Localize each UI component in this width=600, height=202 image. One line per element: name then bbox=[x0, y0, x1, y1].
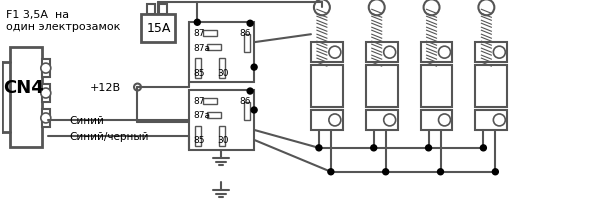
Bar bbox=[207, 45, 221, 51]
Bar bbox=[421, 66, 452, 107]
Circle shape bbox=[329, 47, 341, 59]
Text: 86: 86 bbox=[239, 96, 251, 105]
Bar bbox=[475, 43, 507, 63]
Circle shape bbox=[425, 145, 431, 151]
Circle shape bbox=[251, 65, 257, 71]
Circle shape bbox=[383, 114, 395, 126]
Circle shape bbox=[437, 169, 443, 175]
Bar bbox=[196, 126, 201, 146]
Bar bbox=[475, 110, 507, 130]
Bar bbox=[196, 59, 201, 79]
Text: CN4: CN4 bbox=[4, 79, 44, 97]
Bar bbox=[190, 23, 254, 83]
Bar bbox=[190, 90, 254, 150]
Bar bbox=[42, 60, 50, 78]
Circle shape bbox=[439, 114, 451, 126]
Circle shape bbox=[493, 114, 505, 126]
Bar bbox=[219, 126, 225, 146]
Bar bbox=[142, 15, 175, 43]
Text: 87a: 87a bbox=[193, 111, 211, 120]
Circle shape bbox=[493, 47, 505, 59]
Bar bbox=[311, 66, 343, 107]
Text: +12В: +12В bbox=[89, 83, 121, 93]
Bar bbox=[311, 43, 343, 63]
Circle shape bbox=[134, 84, 141, 91]
Circle shape bbox=[194, 20, 200, 26]
Text: 85: 85 bbox=[193, 136, 205, 145]
Circle shape bbox=[493, 169, 499, 175]
Bar bbox=[42, 85, 50, 102]
Text: 87: 87 bbox=[193, 28, 205, 38]
Bar bbox=[366, 110, 398, 130]
Circle shape bbox=[329, 114, 341, 126]
Circle shape bbox=[314, 0, 330, 16]
Text: F1 3,5A  на
один электрозамок: F1 3,5A на один электрозамок bbox=[6, 10, 120, 32]
Text: 85: 85 bbox=[193, 68, 205, 77]
Circle shape bbox=[251, 107, 257, 113]
Circle shape bbox=[41, 113, 51, 123]
Text: Синий: Синий bbox=[70, 115, 104, 125]
Circle shape bbox=[478, 0, 494, 16]
Text: 30: 30 bbox=[217, 136, 229, 145]
Bar bbox=[42, 109, 50, 127]
Bar bbox=[421, 43, 452, 63]
Circle shape bbox=[247, 21, 253, 27]
Bar bbox=[366, 43, 398, 63]
Text: Синий/черный: Синий/черный bbox=[70, 131, 149, 141]
Circle shape bbox=[41, 89, 51, 99]
Bar bbox=[421, 110, 452, 130]
Text: 87a: 87a bbox=[193, 43, 211, 52]
Bar bbox=[10, 48, 42, 147]
Text: 30: 30 bbox=[217, 68, 229, 77]
Text: 87: 87 bbox=[193, 96, 205, 105]
Circle shape bbox=[481, 145, 487, 151]
Text: 15А: 15А bbox=[146, 22, 170, 35]
Bar bbox=[244, 102, 250, 120]
Circle shape bbox=[316, 145, 322, 151]
Text: 86: 86 bbox=[239, 28, 251, 38]
Bar bbox=[148, 5, 155, 15]
Bar bbox=[366, 66, 398, 107]
Circle shape bbox=[424, 0, 440, 16]
Bar bbox=[244, 35, 250, 53]
Circle shape bbox=[41, 64, 51, 74]
Circle shape bbox=[247, 89, 253, 95]
Bar bbox=[203, 31, 217, 37]
Circle shape bbox=[328, 169, 334, 175]
Circle shape bbox=[439, 47, 451, 59]
Circle shape bbox=[371, 145, 377, 151]
Circle shape bbox=[369, 0, 385, 16]
Bar bbox=[219, 59, 225, 79]
Circle shape bbox=[383, 47, 395, 59]
Circle shape bbox=[383, 169, 389, 175]
Bar bbox=[160, 5, 167, 15]
Bar bbox=[475, 66, 507, 107]
Bar bbox=[311, 110, 343, 130]
Bar bbox=[207, 112, 221, 118]
Bar bbox=[203, 99, 217, 104]
